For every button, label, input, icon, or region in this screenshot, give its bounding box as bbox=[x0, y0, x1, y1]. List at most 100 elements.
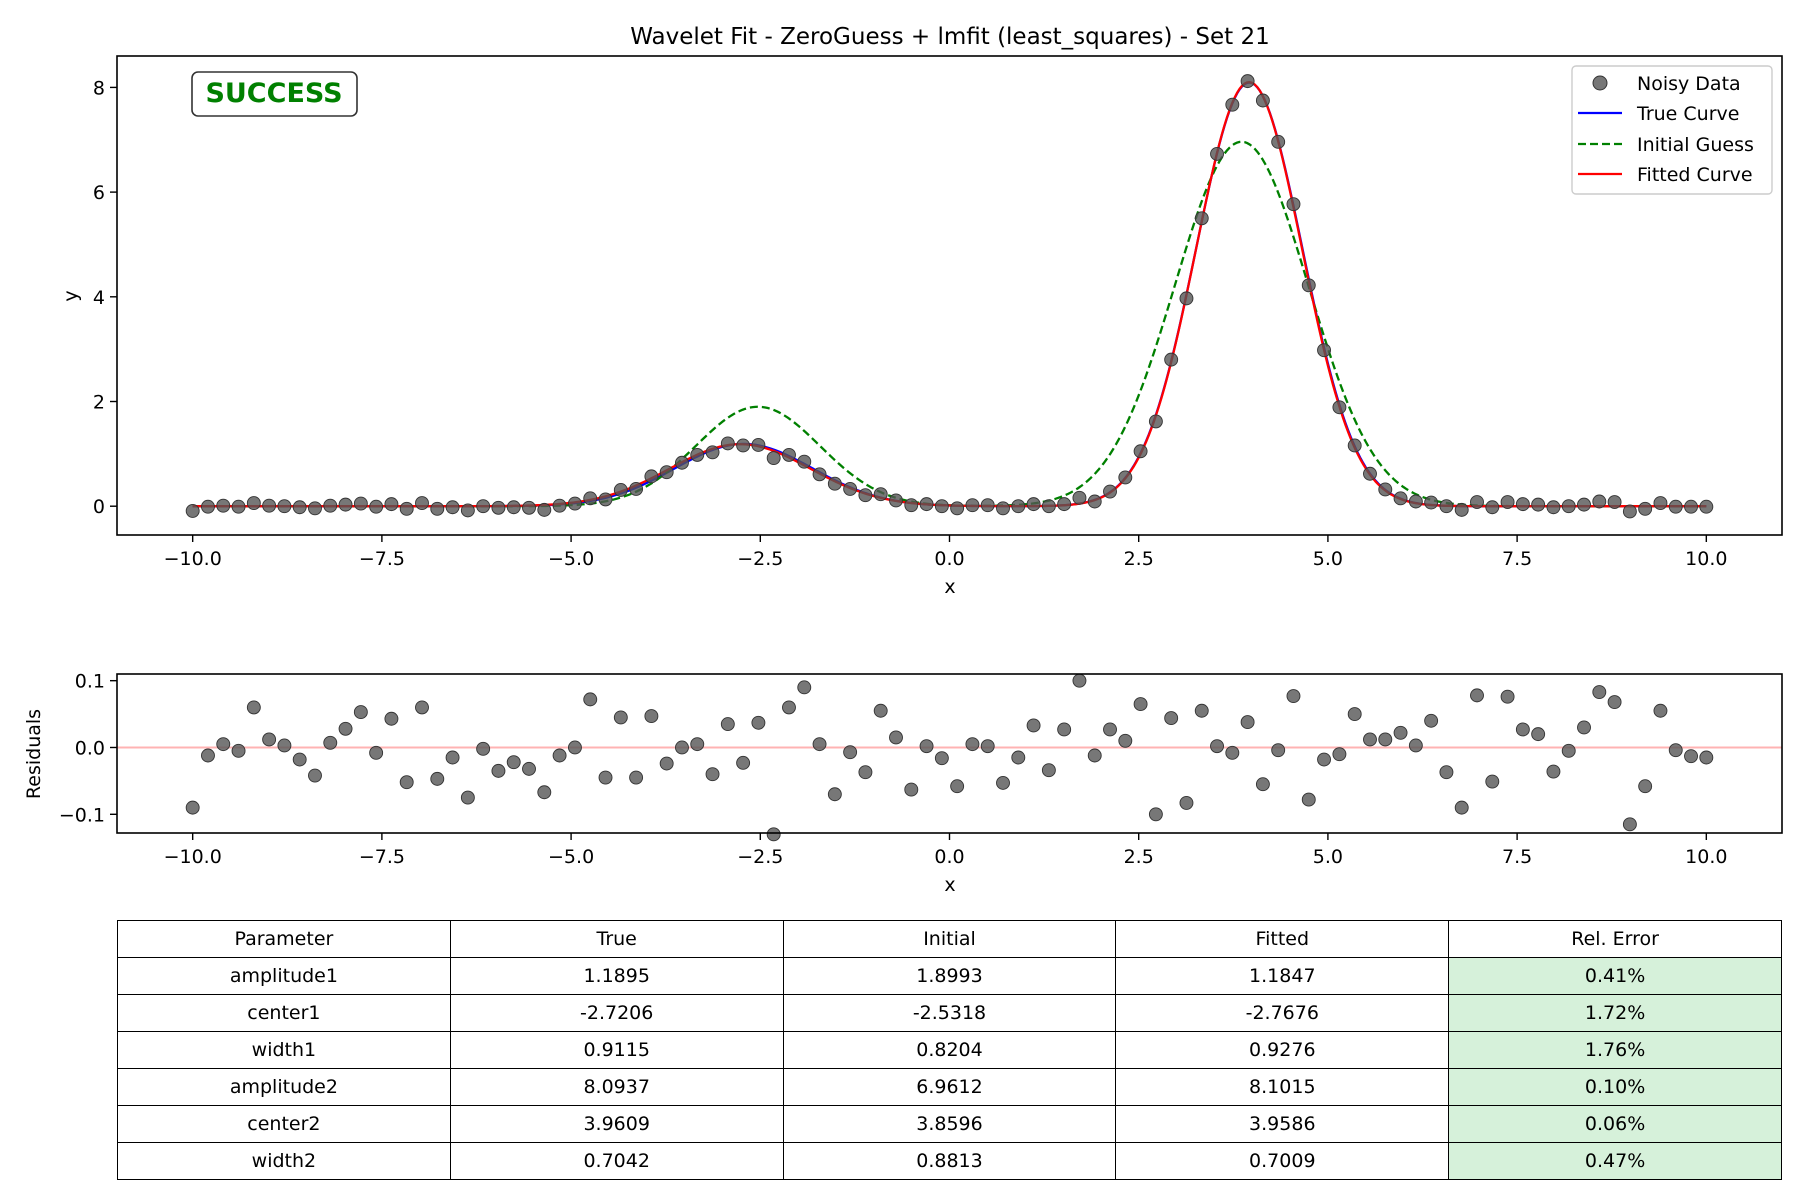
residual-point bbox=[338, 721, 353, 736]
residual-point bbox=[415, 700, 429, 715]
data-point bbox=[1485, 500, 1500, 515]
data-point bbox=[1653, 496, 1668, 511]
data-point bbox=[690, 447, 705, 462]
main-title: Wavelet Fit - ZeroGuess + lmfit (least_s… bbox=[630, 24, 1270, 50]
residual-point bbox=[1546, 764, 1561, 779]
data-point bbox=[369, 499, 384, 514]
y-tick-label: 6 bbox=[93, 182, 105, 204]
x-tick-label: 10.0 bbox=[1685, 846, 1727, 868]
residual-point bbox=[1393, 725, 1408, 740]
cell-rel-error: 0.06% bbox=[1448, 1105, 1782, 1143]
residual-point bbox=[1317, 752, 1331, 767]
x-tick-label: 7.5 bbox=[1502, 548, 1532, 570]
status-badge: SUCCESS bbox=[191, 71, 358, 117]
data-point bbox=[1393, 491, 1408, 506]
data-point bbox=[1118, 470, 1133, 485]
residual-point bbox=[1668, 743, 1683, 758]
residual-point bbox=[996, 775, 1010, 790]
data-point bbox=[552, 498, 567, 513]
residual-point bbox=[1286, 689, 1301, 703]
residual-point bbox=[1240, 715, 1255, 730]
x-tick-label: 0.0 bbox=[934, 846, 964, 868]
legend-label-fitted-curve: Fitted Curve bbox=[1637, 164, 1753, 186]
data-point bbox=[1240, 74, 1255, 89]
main-x-axis-label: x bbox=[944, 576, 955, 598]
data-point bbox=[506, 500, 521, 515]
data-point bbox=[1363, 466, 1377, 481]
table-row: width2 0.7042 0.8813 0.7009 0.47% bbox=[117, 1142, 1782, 1180]
residual-x-ticks: −10.0 −7.5 −5.0 −2.5 0.0 2.5 5.0 7.5 10.0 bbox=[164, 833, 1727, 868]
data-point bbox=[246, 496, 261, 511]
data-point bbox=[1408, 494, 1423, 509]
residual-point bbox=[1363, 732, 1377, 747]
data-point bbox=[889, 493, 903, 508]
data-point bbox=[782, 447, 796, 462]
data-point bbox=[843, 481, 858, 496]
residual-point bbox=[1424, 713, 1439, 728]
cell-fitted: 8.1015 bbox=[1115, 1068, 1450, 1106]
residual-point bbox=[736, 755, 751, 770]
data-point bbox=[965, 498, 980, 513]
cell-initial: 1.8993 bbox=[782, 957, 1117, 995]
header-initial: Initial bbox=[782, 920, 1117, 958]
residual-point bbox=[1638, 779, 1653, 794]
main-y-axis-label: y bbox=[60, 290, 82, 301]
cell-rel-error: 1.72% bbox=[1448, 994, 1782, 1032]
table-row: amplitude2 8.0937 6.9612 8.1015 0.10% bbox=[117, 1068, 1782, 1106]
residual-point bbox=[720, 717, 735, 732]
data-point bbox=[1255, 93, 1270, 108]
data-point bbox=[323, 498, 338, 513]
residual-point bbox=[1378, 732, 1393, 747]
y-tick-label: 0 bbox=[93, 496, 105, 518]
residual-point bbox=[934, 751, 949, 766]
data-point bbox=[766, 451, 781, 465]
residual-point bbox=[583, 692, 598, 707]
residual-point bbox=[1271, 743, 1286, 758]
legend-label-true-curve: True Curve bbox=[1636, 103, 1739, 125]
data-point bbox=[1454, 502, 1469, 517]
residual-point bbox=[1454, 800, 1469, 815]
data-point bbox=[873, 487, 888, 502]
residual-point bbox=[1500, 689, 1515, 704]
data-point bbox=[1439, 499, 1454, 514]
main-y-ticks: 0 2 4 6 8 bbox=[93, 77, 117, 518]
y-tick-label: −0.1 bbox=[59, 804, 105, 826]
data-point bbox=[583, 491, 598, 506]
main-x-ticks: −10.0 −7.5 −5.0 −2.5 0.0 2.5 5.0 7.5 10.0 bbox=[164, 535, 1727, 570]
residual-point bbox=[1011, 750, 1026, 765]
residual-point bbox=[690, 737, 705, 752]
data-point bbox=[1684, 499, 1698, 514]
data-point bbox=[1164, 352, 1179, 367]
legend-marker-noisy-data bbox=[1592, 75, 1608, 91]
residual-point bbox=[1561, 743, 1576, 758]
cell-initial: 0.8813 bbox=[782, 1142, 1117, 1180]
cell-parameter: center1 bbox=[117, 994, 451, 1032]
data-point bbox=[613, 483, 628, 497]
cell-rel-error: 0.41% bbox=[1448, 957, 1782, 995]
cell-initial: -2.5318 bbox=[782, 994, 1117, 1032]
data-point bbox=[292, 500, 307, 515]
cell-true: -2.7206 bbox=[449, 994, 784, 1032]
figure: Wavelet Fit - ZeroGuess + lmfit (least_s… bbox=[23, 24, 1783, 896]
y-tick-label: 2 bbox=[93, 392, 105, 414]
residual-point bbox=[1485, 774, 1500, 789]
residual-point bbox=[919, 739, 934, 754]
residual-point bbox=[1515, 722, 1530, 737]
residual-point bbox=[231, 743, 246, 758]
residual-point bbox=[1103, 722, 1117, 737]
data-point bbox=[476, 499, 491, 514]
x-tick-label: −10.0 bbox=[164, 548, 222, 570]
residual-point bbox=[185, 800, 200, 815]
residual-point bbox=[1684, 749, 1698, 764]
residual-point bbox=[537, 785, 552, 800]
data-point bbox=[231, 499, 246, 514]
residual-point bbox=[1057, 722, 1072, 737]
cell-fitted: 0.9276 bbox=[1115, 1031, 1450, 1069]
data-point bbox=[720, 436, 735, 451]
data-point bbox=[812, 467, 827, 482]
cell-parameter: amplitude1 bbox=[117, 957, 451, 995]
x-tick-label: −10.0 bbox=[164, 846, 222, 868]
data-point bbox=[1301, 278, 1316, 293]
residual-point bbox=[889, 730, 903, 745]
data-point bbox=[460, 503, 475, 518]
